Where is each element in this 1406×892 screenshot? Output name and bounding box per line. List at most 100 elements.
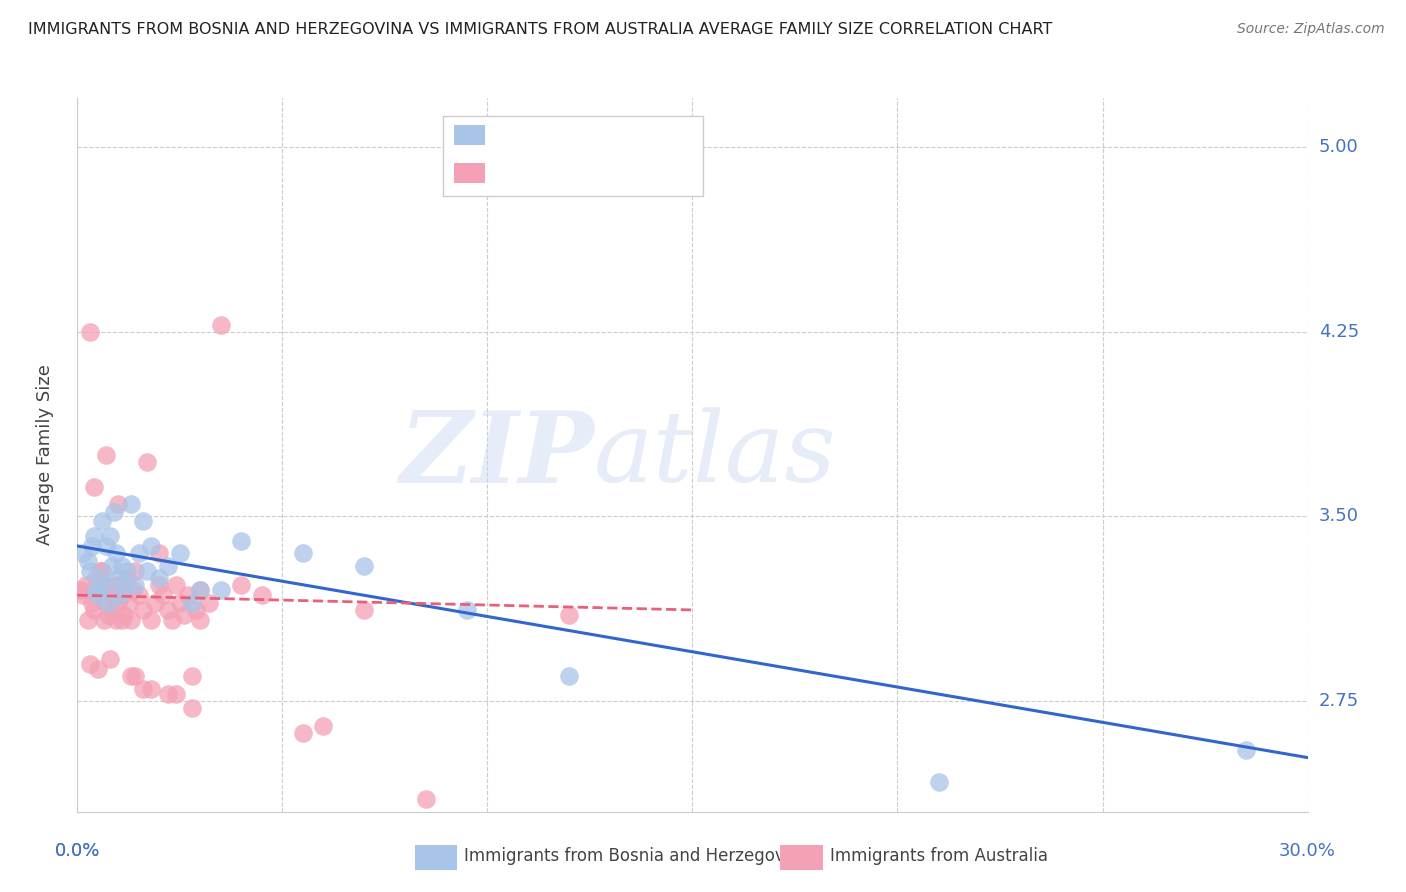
Point <box>181 596 204 610</box>
Point <box>87 662 110 676</box>
Point <box>93 578 115 592</box>
Text: 5.00: 5.00 <box>1319 138 1358 156</box>
Point <box>141 681 163 696</box>
Point <box>93 613 115 627</box>
Point <box>181 701 204 715</box>
Point <box>110 588 132 602</box>
Point <box>105 613 128 627</box>
Point <box>84 571 107 585</box>
Point <box>124 578 146 592</box>
Point <box>120 497 142 511</box>
Text: ZIP: ZIP <box>399 407 595 503</box>
Y-axis label: Average Family Size: Average Family Size <box>35 365 53 545</box>
Point <box>141 613 163 627</box>
Point <box>90 578 114 592</box>
Point <box>169 546 191 560</box>
Point <box>353 558 375 573</box>
Point <box>136 564 159 578</box>
Point <box>75 578 97 592</box>
Point <box>928 775 950 789</box>
Point <box>186 603 208 617</box>
Point <box>136 455 159 469</box>
Point <box>120 669 142 683</box>
Point <box>197 596 219 610</box>
Point <box>209 318 232 332</box>
Point <box>143 596 166 610</box>
Point <box>231 578 253 592</box>
Point <box>103 504 125 518</box>
Point <box>84 583 107 598</box>
Point <box>79 325 101 339</box>
Point <box>83 529 105 543</box>
Point <box>231 534 253 549</box>
Point <box>124 669 146 683</box>
Point <box>558 669 581 683</box>
Point <box>148 571 170 585</box>
Point <box>177 588 200 602</box>
Point <box>173 607 195 622</box>
Point <box>558 607 581 622</box>
Point <box>148 578 170 592</box>
Text: R = -0.658   N = 40: R = -0.658 N = 40 <box>494 125 671 143</box>
Point <box>188 583 212 598</box>
Point <box>80 539 103 553</box>
Point <box>156 687 179 701</box>
Point <box>94 448 117 462</box>
Point <box>188 613 212 627</box>
Point <box>87 588 110 602</box>
Point <box>132 514 155 528</box>
Point <box>101 603 124 617</box>
Point <box>156 603 179 617</box>
Point <box>111 613 134 627</box>
Point <box>156 558 179 573</box>
Point <box>70 583 93 598</box>
Point <box>188 583 212 598</box>
Text: Immigrants from Bosnia and Herzegovina: Immigrants from Bosnia and Herzegovina <box>464 847 810 865</box>
Point <box>90 564 114 578</box>
Point <box>415 792 437 806</box>
Text: 0.0%: 0.0% <box>55 842 100 860</box>
Point <box>312 718 335 732</box>
Point <box>103 578 125 592</box>
Point <box>79 564 101 578</box>
Text: Immigrants from Australia: Immigrants from Australia <box>830 847 1047 865</box>
Point <box>1234 743 1257 757</box>
Text: R = -0.020   N = 69: R = -0.020 N = 69 <box>494 163 671 181</box>
Point <box>160 613 183 627</box>
Point <box>87 588 110 602</box>
Point <box>89 564 111 578</box>
Point <box>124 564 146 578</box>
Text: 2.75: 2.75 <box>1319 692 1360 710</box>
Point <box>128 546 150 560</box>
Point <box>107 571 129 585</box>
Point <box>148 546 170 560</box>
Point <box>72 546 94 560</box>
Point <box>250 588 273 602</box>
Point <box>101 558 124 573</box>
Text: 4.25: 4.25 <box>1319 323 1360 341</box>
Point <box>291 726 314 740</box>
Point <box>117 596 139 610</box>
Point <box>181 669 204 683</box>
Point <box>128 588 150 602</box>
Text: 0.0%: 0.0% <box>55 842 100 860</box>
Text: atlas: atlas <box>595 408 837 502</box>
Text: 30.0%: 30.0% <box>1279 842 1336 860</box>
Point <box>152 588 174 602</box>
Point <box>353 603 375 617</box>
Point <box>79 657 101 671</box>
Text: IMMIGRANTS FROM BOSNIA AND HERZEGOVINA VS IMMIGRANTS FROM AUSTRALIA AVERAGE FAMI: IMMIGRANTS FROM BOSNIA AND HERZEGOVINA V… <box>28 22 1053 37</box>
Point <box>83 480 105 494</box>
Point <box>76 554 98 568</box>
Point <box>169 596 191 610</box>
Point <box>98 529 121 543</box>
Point <box>107 497 129 511</box>
Point <box>456 603 478 617</box>
Point <box>114 607 136 622</box>
Point <box>94 539 117 553</box>
Point <box>291 546 314 560</box>
Point <box>115 564 138 578</box>
Point <box>165 687 187 701</box>
Point <box>97 607 120 622</box>
Point <box>110 578 132 592</box>
